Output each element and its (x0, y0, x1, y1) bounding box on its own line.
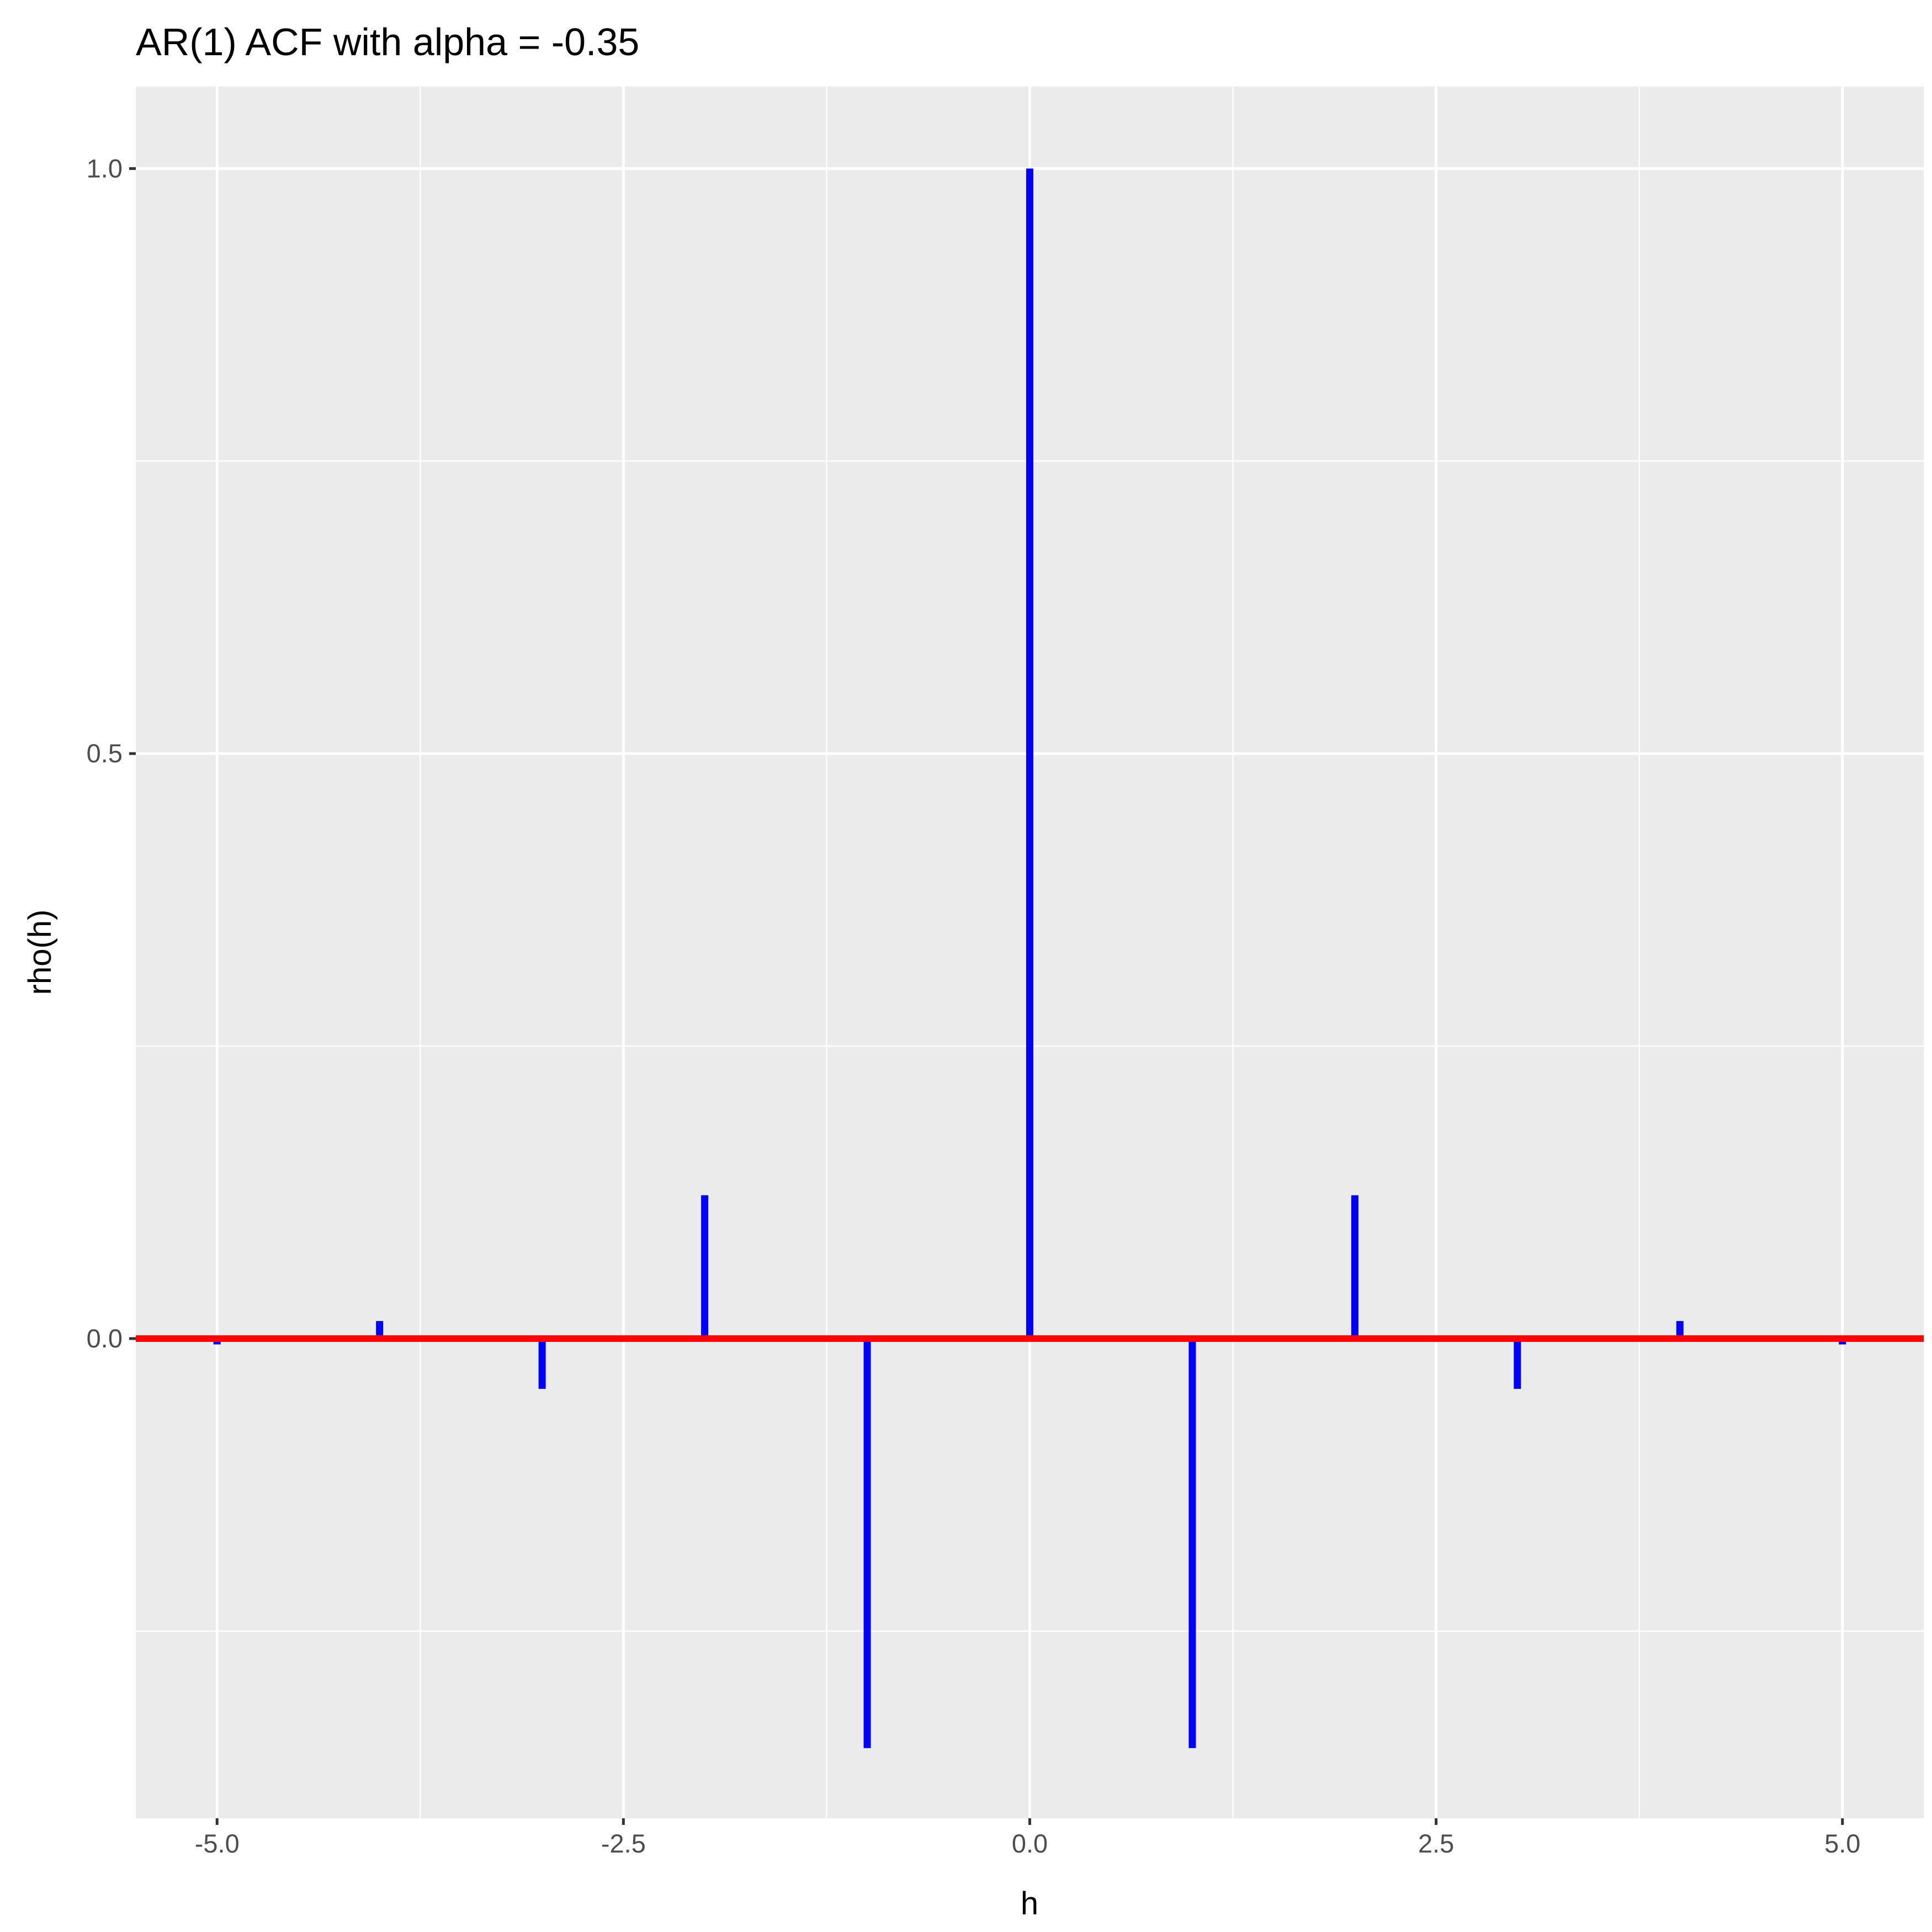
x-tick-label: 0.0 (1012, 1829, 1048, 1858)
acf-bar (1188, 1338, 1196, 1748)
acf-bar (863, 1338, 871, 1748)
acf-bar (376, 1321, 384, 1339)
y-tick-label: 1.0 (87, 153, 123, 183)
acf-bars (213, 168, 1846, 1748)
y-tick-label: 0.5 (87, 739, 123, 768)
x-axis-title: h (1021, 1886, 1038, 1922)
x-tick-label: -2.5 (601, 1829, 646, 1858)
acf-bar (1514, 1338, 1521, 1389)
y-axis: 0.0 0.5 1.0 (87, 153, 136, 1353)
x-tick-label: -5.0 (195, 1829, 240, 1858)
y-tick-label: 0.0 (87, 1324, 123, 1353)
acf-bar (1676, 1321, 1684, 1339)
x-tick-label: 2.5 (1418, 1829, 1454, 1858)
acf-bar (538, 1338, 546, 1389)
x-axis: -5.0 -2.5 0.0 2.5 5.0 (195, 1818, 1860, 1858)
acf-bar (1026, 168, 1033, 1339)
acf-bar (1351, 1195, 1358, 1339)
x-tick-label: 5.0 (1824, 1829, 1860, 1858)
chart-title: AR(1) ACF with alpha = -0.35 (136, 20, 639, 63)
y-axis-title: rho(h) (22, 910, 58, 995)
acf-bar (701, 1195, 709, 1339)
